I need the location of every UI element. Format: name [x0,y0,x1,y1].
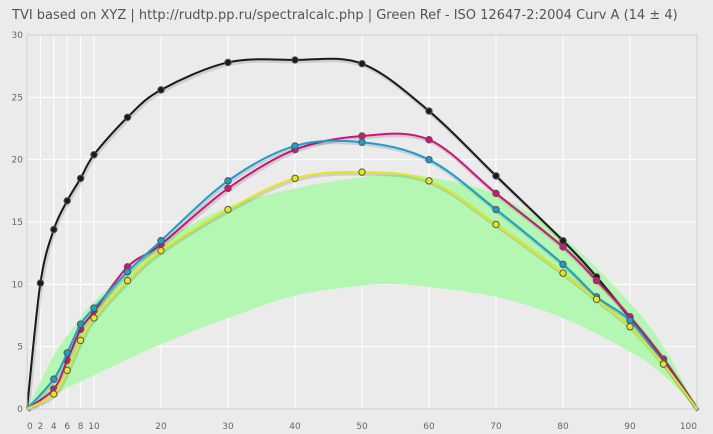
data-point [123,268,132,276]
x-tick-label: 80 [557,422,569,432]
data-point [90,150,98,159]
plot-border [26,34,698,410]
data-point [592,295,601,303]
y-tick-label: 10 [12,280,24,290]
data-point [492,205,500,214]
data-point [157,86,165,94]
data-point [157,246,165,255]
data-point [492,189,500,198]
y-tick-label: 0 [17,405,23,415]
data-point [425,155,433,164]
data-point [425,107,433,115]
data-point [559,269,567,277]
series-3 [26,138,700,412]
x-tick-label: 10 [88,422,100,432]
data-point [63,366,71,375]
data-point [291,56,299,64]
data-point [358,138,366,146]
data-point [36,279,45,287]
data-point [358,59,366,68]
series-group [26,56,700,413]
x-tick-label: 4 [51,422,57,432]
x-tick-label: 20 [155,422,167,432]
data-point [425,177,433,185]
data-point [63,197,71,205]
data-point [123,276,132,285]
y-tick-label: 30 [12,31,24,41]
x-tick-label: 70 [490,422,502,432]
x-tick-label: 50 [356,422,368,432]
y-tick-label: 5 [17,343,23,353]
data-point [492,172,500,180]
data-point [626,323,634,331]
series-line [26,171,698,410]
data-point [76,336,85,345]
x-tick-label: 8 [78,422,84,432]
data-point [90,314,98,322]
reference-band-area [27,174,697,409]
chart-title: TVI based on XYZ | http://rudtp.pp.ru/sp… [12,8,678,23]
data-point [90,304,98,312]
data-point [559,243,567,251]
data-point [425,136,433,144]
series-4 [26,168,700,413]
data-point [157,237,165,245]
data-point [592,276,601,285]
x-tick-label: 30 [222,422,234,432]
data-point [224,177,232,185]
data-point [76,174,85,183]
data-point [291,142,299,150]
y-tick-label: 15 [12,218,23,228]
data-point [659,360,668,368]
x-tick-label: 100 [680,422,697,432]
data-point [358,132,366,140]
x-tick-label: 90 [624,422,636,432]
data-point [559,260,567,269]
data-point [63,349,71,357]
data-point [224,58,232,67]
data-point [76,320,85,328]
data-point [50,390,58,398]
data-point [224,205,232,214]
x-tick-label: 2 [38,422,44,432]
y-tick-label: 25 [12,93,23,103]
data-point [358,168,366,176]
data-point [492,220,500,229]
y-tick-label: 20 [12,156,24,166]
data-point [123,113,132,121]
x-tick-label: 40 [289,422,301,432]
data-point [224,184,232,193]
x-tick-label: 60 [423,422,435,432]
x-tick-label: 6 [64,422,70,432]
reference-band [27,174,697,409]
data-point [50,225,58,234]
data-point [291,174,299,183]
data-point [559,237,567,245]
x-tick-label: 0 [27,422,33,432]
data-point [50,375,58,383]
